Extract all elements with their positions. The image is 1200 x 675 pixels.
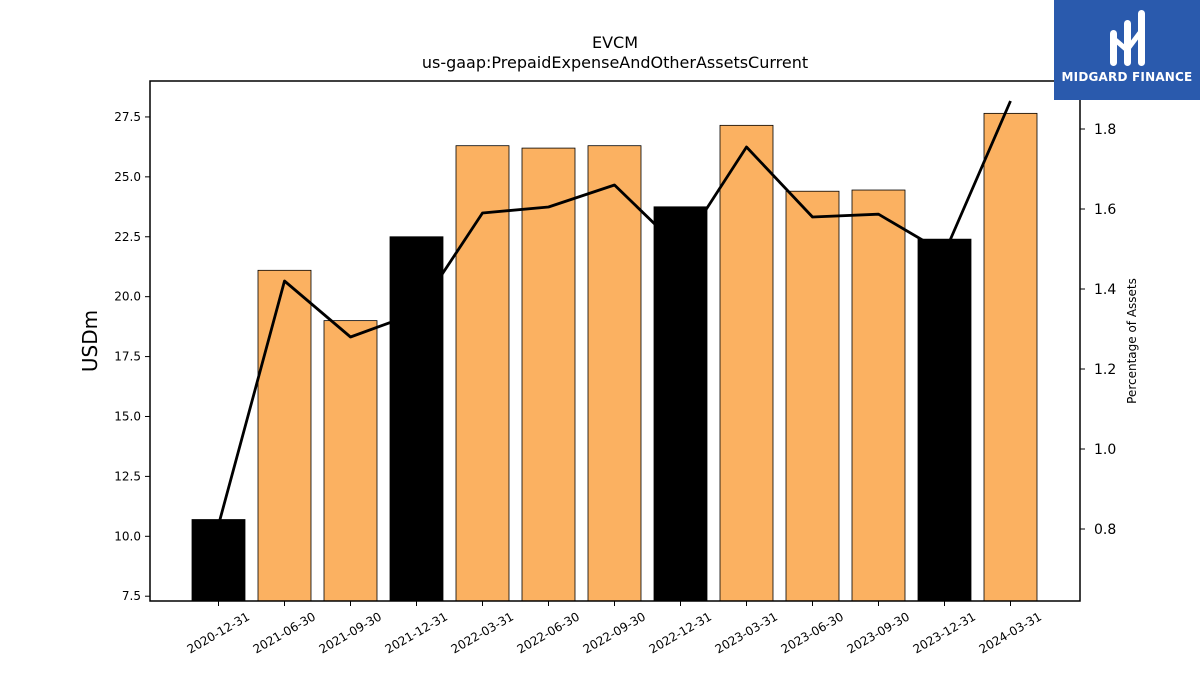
y-axis-right: 0.8 1.0 1.2 1.4 1.6 1.8 — [1080, 122, 1116, 538]
y-axis-label: USDm — [78, 310, 102, 372]
x-tick-label: 2023-03-31 — [713, 609, 780, 656]
bar-2022-09-30 — [587, 145, 642, 602]
y-tick-label: 22.5 — [114, 230, 141, 244]
x-tick-label: 2021-12-31 — [383, 609, 450, 656]
x-tick-label: 2021-09-30 — [317, 609, 384, 656]
x-tick-label: 2023-06-30 — [779, 609, 846, 656]
x-tick-label: 2024-03-31 — [977, 609, 1044, 656]
chart-title: EVCM — [592, 33, 638, 52]
bar-2023-06-30 — [785, 190, 840, 602]
x-tick-label: 2020-12-31 — [185, 609, 252, 656]
percentage-line — [217, 100, 1012, 526]
x-axis: 2020-12-312021-06-302021-09-302021-12-31… — [185, 601, 1044, 656]
bar-2023-12-31 — [917, 238, 972, 602]
bar-2022-12-31 — [653, 206, 708, 602]
y-tick-label: 25.0 — [114, 170, 141, 184]
y-tick-label: 20.0 — [114, 290, 141, 304]
bar-2024-03-31 — [983, 112, 1038, 602]
x-tick-label: 2022-09-30 — [581, 609, 648, 656]
y-tick-label: 27.5 — [114, 110, 141, 124]
bar-2021-12-31 — [389, 236, 444, 602]
midgard-logo: MIDGARD FINANCE — [1054, 0, 1200, 100]
bar-group — [191, 112, 1038, 602]
bar-2021-06-30 — [257, 269, 312, 602]
y-tick-label: 7.5 — [122, 589, 141, 603]
x-tick-label: 2022-03-31 — [449, 609, 516, 656]
bar-2020-12-31 — [191, 519, 246, 602]
chart-subtitle: us-gaap:PrepaidExpenseAndOtherAssetsCurr… — [422, 53, 808, 72]
line-group — [217, 100, 1012, 526]
y-axis-label-right: Percentage of Assets — [1125, 278, 1139, 404]
y-tick-label-right: 1.0 — [1094, 442, 1116, 458]
bar-2022-06-30 — [521, 147, 576, 602]
y-tick-label: 12.5 — [114, 469, 141, 483]
y-tick-label-right: 1.8 — [1094, 122, 1116, 138]
bar-2021-09-30 — [323, 320, 378, 602]
bar-2023-03-31 — [719, 124, 774, 602]
x-tick-label: 2021-06-30 — [251, 609, 318, 656]
x-tick-label: 2022-06-30 — [515, 609, 582, 656]
y-tick-label: 15.0 — [114, 409, 141, 423]
logo-text: MIDGARD FINANCE — [1061, 70, 1193, 84]
y-tick-label: 10.0 — [114, 529, 141, 543]
y-tick-label-right: 1.2 — [1094, 362, 1116, 378]
y-tick-label-right: 1.4 — [1094, 282, 1116, 298]
y-tick-label-right: 0.8 — [1094, 522, 1116, 538]
y-tick-label: 17.5 — [114, 350, 141, 364]
x-tick-label: 2023-12-31 — [911, 609, 978, 656]
y-tick-label-right: 1.6 — [1094, 202, 1116, 218]
y-axis-left: 7.5 10.0 12.5 15.0 17.5 20.0 22.5 25.0 27.5 — [114, 110, 150, 603]
x-tick-label: 2022-12-31 — [647, 609, 714, 656]
x-tick-label: 2023-09-30 — [845, 609, 912, 656]
bar-2023-09-30 — [851, 189, 906, 602]
midgard-logo-icon — [1110, 10, 1145, 66]
bar-2022-03-31 — [455, 145, 510, 602]
